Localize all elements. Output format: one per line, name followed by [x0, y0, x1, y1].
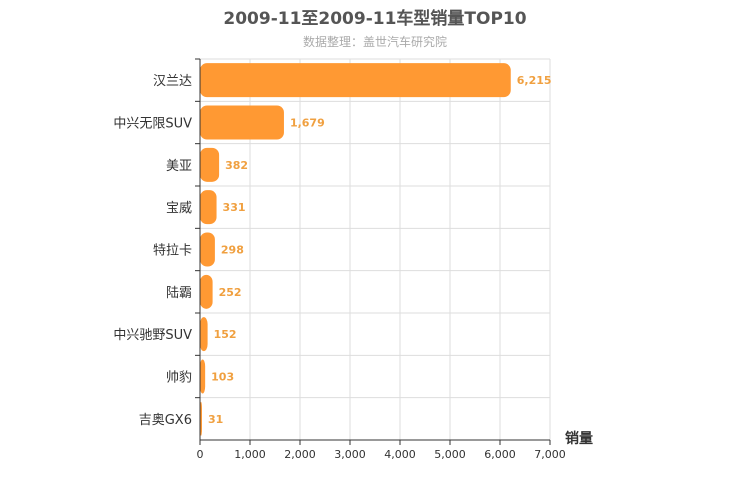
x-tick-label: 0	[197, 448, 204, 461]
bar-value-label: 6,215	[517, 74, 552, 87]
bar-value-label: 1,679	[290, 117, 325, 130]
bar-value-label: 31	[208, 413, 223, 426]
bar-value-label: 382	[225, 159, 248, 172]
bar-value-label: 252	[219, 286, 242, 299]
x-axis-title: 销量	[565, 430, 593, 447]
chart-subtitle: 数据整理：盖世汽车研究院	[302, 35, 447, 49]
x-tick-label: 5,000	[434, 448, 466, 461]
grid-lines	[199, 58, 551, 441]
category-label: 陆霸	[166, 285, 192, 301]
bar	[200, 359, 206, 394]
bar	[200, 317, 208, 352]
x-tick-label: 6,000	[484, 448, 516, 461]
category-label: 吉奥GX6	[139, 413, 192, 428]
axes: 0 1,000 2,000 3,000 4,000 5,000 6,000 7,000 汉兰达中…	[113, 58, 566, 461]
category-label: 特拉卡	[153, 244, 192, 259]
chart-title: 2009-11至2009-11车型销量TOP10	[223, 9, 527, 29]
bar	[200, 274, 213, 309]
category-label: 帅豹	[166, 371, 192, 386]
x-tick-label: 1,000	[234, 448, 266, 461]
x-tick-label: 7,000	[534, 448, 566, 461]
category-label: 宝威	[166, 201, 192, 216]
bars: 6,215 1,679 382 331 298 252 152 103 31	[200, 63, 552, 436]
category-label: 中兴驰野SUV	[113, 328, 192, 343]
bar-value-label: 331	[223, 201, 246, 214]
bar-value-label: 103	[211, 371, 234, 384]
bar-value-label: 152	[214, 328, 237, 341]
x-tick-label: 4,000	[384, 448, 416, 461]
bar	[200, 232, 215, 267]
bar	[200, 190, 217, 225]
bar	[200, 105, 284, 140]
bar-value-label: 298	[221, 244, 244, 257]
category-label: 中兴无限SUV	[113, 117, 192, 132]
bar	[200, 147, 220, 182]
x-tick-label: 2,000	[284, 448, 316, 461]
x-tick-label: 3,000	[334, 448, 366, 461]
category-label: 美亚	[166, 159, 192, 174]
category-label: 汉兰达	[153, 74, 192, 89]
bar	[200, 63, 511, 98]
